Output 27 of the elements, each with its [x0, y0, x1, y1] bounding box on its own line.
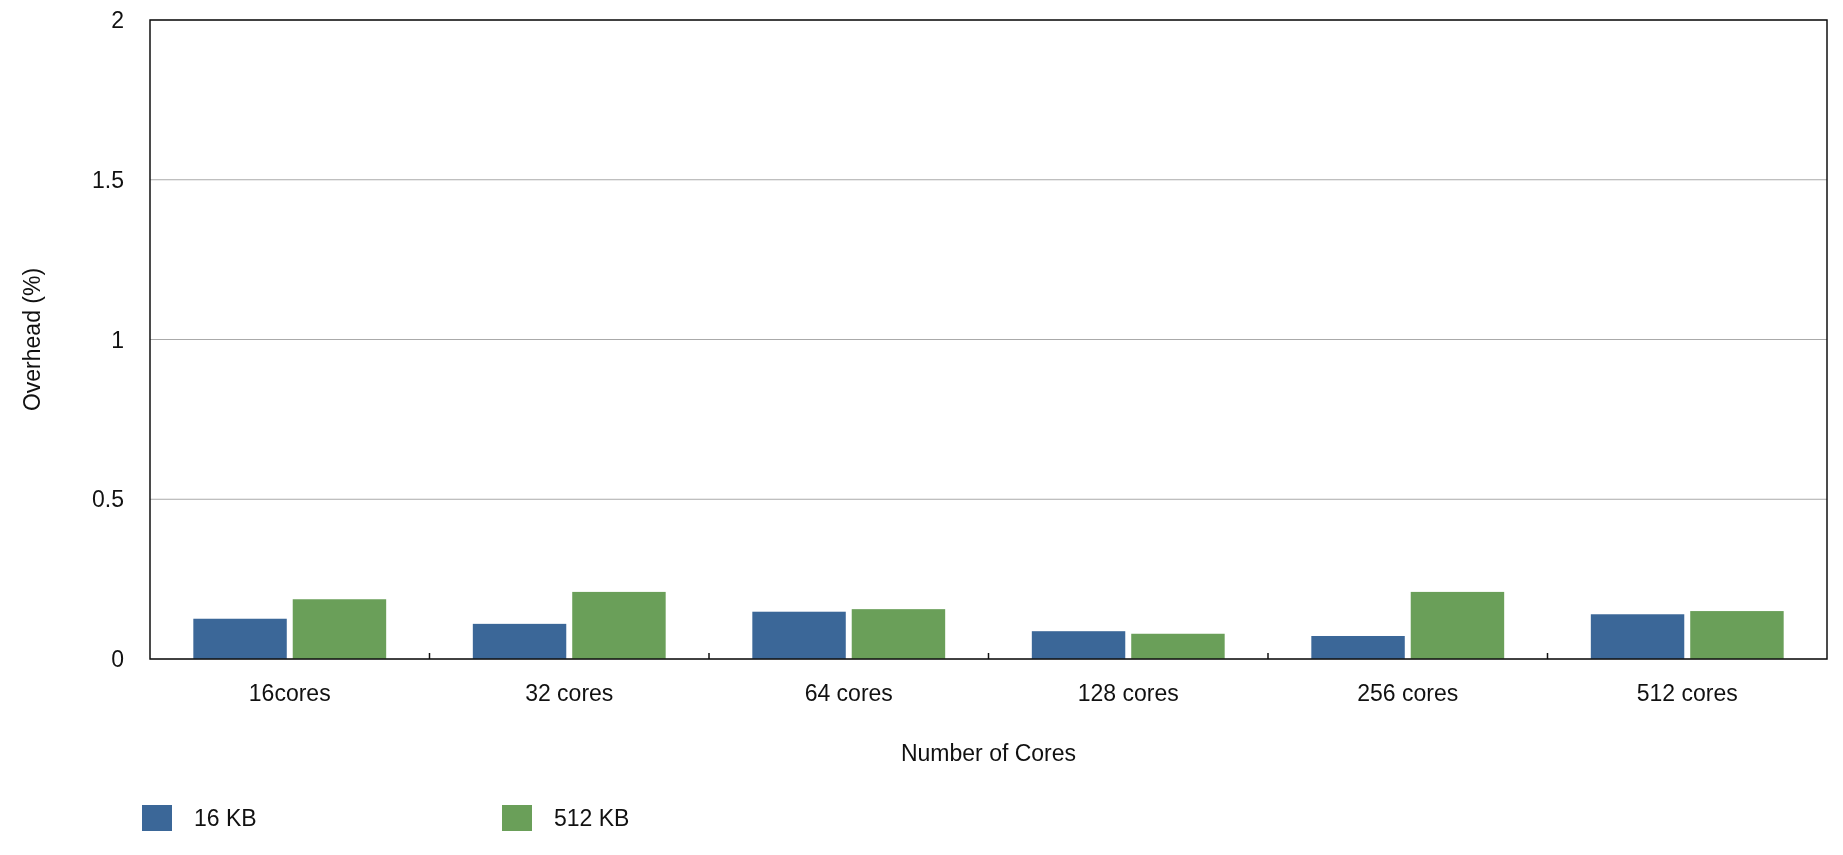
- y-tick-label: 1.5: [92, 166, 124, 193]
- bar: [1690, 611, 1784, 659]
- x-tick-label: 256 cores: [1357, 680, 1459, 706]
- y-tick-label: 0.5: [92, 486, 124, 513]
- bar: [1410, 591, 1505, 659]
- legend-label: 512 KB: [554, 805, 630, 832]
- x-axis-title: Number of Cores: [900, 740, 1077, 766]
- bar: [572, 591, 666, 659]
- y-axis-title: Overhead (%): [19, 267, 45, 412]
- y-tick-label: 2: [111, 7, 124, 34]
- bar: [292, 599, 387, 659]
- y-tick-label: 0: [111, 646, 124, 673]
- x-tick-label: 32 cores: [525, 680, 614, 706]
- bar: [1131, 633, 1225, 659]
- x-tick-label: 128 cores: [1077, 680, 1179, 706]
- bar: [472, 623, 567, 659]
- y-tick-label: 1: [111, 326, 124, 353]
- bar: [1590, 614, 1685, 659]
- x-tick-label: 16cores: [248, 680, 331, 706]
- bar: [752, 611, 846, 659]
- x-tick-label: 64 cores: [804, 680, 893, 706]
- bar: [193, 618, 287, 659]
- bar: [851, 609, 946, 659]
- bar: [1311, 636, 1405, 659]
- legend-label: 16 KB: [194, 805, 257, 832]
- x-tick-label: 512 cores: [1636, 680, 1738, 706]
- bar: [1031, 631, 1126, 659]
